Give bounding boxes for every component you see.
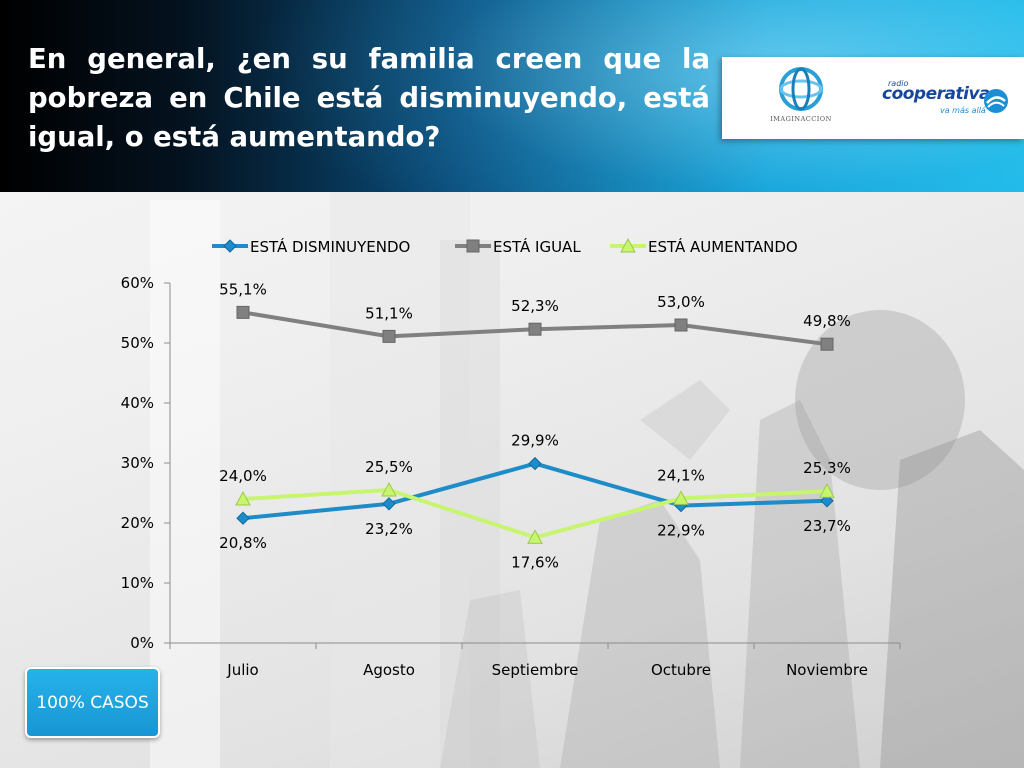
data-point bbox=[382, 497, 396, 511]
data-label: 49,8% bbox=[803, 312, 851, 330]
data-label: 22,9% bbox=[657, 522, 705, 540]
x-tick-label: Noviembre bbox=[786, 661, 868, 679]
data-point bbox=[236, 305, 250, 319]
data-label: 51,1% bbox=[365, 304, 413, 322]
cooperativa-radio: radio bbox=[888, 79, 909, 88]
data-label: 25,5% bbox=[365, 458, 413, 476]
data-label: 52,3% bbox=[511, 297, 559, 315]
data-point bbox=[820, 494, 834, 508]
data-point bbox=[236, 511, 250, 525]
data-point bbox=[528, 456, 542, 471]
cases-badge-label: 100% CASOS bbox=[36, 693, 149, 713]
chart-legend: ESTÁ DISMINUYENDO ESTÁ IGUAL ESTÁ AUMENTAN… bbox=[212, 237, 798, 256]
series-line bbox=[242, 461, 828, 521]
data-label: 20,8% bbox=[219, 534, 267, 552]
cases-badge: 100% CASOS bbox=[25, 667, 160, 738]
data-point bbox=[819, 483, 835, 498]
data-point bbox=[381, 481, 397, 497]
data-label: 53,0% bbox=[657, 293, 705, 311]
data-point bbox=[674, 318, 688, 332]
data-label: 23,7% bbox=[803, 517, 851, 535]
cooperativa-logo: radio cooperativa va más allá bbox=[882, 79, 1012, 123]
y-tick-label: 60% bbox=[121, 274, 154, 292]
data-label: 23,2% bbox=[365, 520, 413, 538]
wave-icon bbox=[984, 89, 1008, 113]
data-label: 25,3% bbox=[803, 459, 851, 477]
data-label: 24,0% bbox=[219, 467, 267, 485]
data-point bbox=[527, 529, 543, 544]
y-tick-label: 50% bbox=[121, 334, 154, 352]
y-tick-label: 20% bbox=[121, 514, 154, 532]
chart-data-labels: 55,1% 51,1% 52,3% 53,0% 49,8% 20,8% 24,0% 23,2%… bbox=[219, 280, 851, 571]
cooperativa-brand: cooperativa bbox=[882, 84, 991, 104]
cooperativa-tagline: va más allá bbox=[940, 106, 986, 115]
legend-label: ESTÁ IGUAL bbox=[493, 237, 581, 256]
legend-marker bbox=[223, 239, 237, 253]
logo-panel: IMAGINACCION radio cooperativa va más al… bbox=[722, 57, 1024, 139]
x-tick-label: Septiembre bbox=[492, 661, 579, 679]
imaginaccion-logo: IMAGINACCION bbox=[766, 65, 836, 131]
imaginaccion-caption: IMAGINACCION bbox=[770, 115, 832, 123]
y-tick-label: 40% bbox=[121, 394, 154, 412]
x-tick-label: Agosto bbox=[363, 661, 415, 679]
y-tick-label: 0% bbox=[130, 634, 154, 652]
globe-icon bbox=[779, 67, 823, 111]
data-label: 29,9% bbox=[511, 432, 559, 450]
x-tick-label: Julio bbox=[226, 661, 258, 679]
data-point bbox=[673, 490, 689, 505]
slide-title: En general, ¿en su familia creen que la … bbox=[28, 43, 710, 153]
chart-axes: 0% 10% 20% 30% 40% 50% 60% Julio Agosto Septiembr… bbox=[121, 274, 901, 679]
legend-label: ESTÁ AUMENTANDO bbox=[648, 237, 798, 256]
x-tick-label: Octubre bbox=[651, 661, 711, 679]
data-point bbox=[235, 490, 251, 506]
chart-series bbox=[235, 305, 835, 544]
data-point bbox=[528, 322, 542, 336]
data-label: 17,6% bbox=[511, 553, 559, 571]
y-tick-label: 30% bbox=[121, 454, 154, 472]
data-label: 24,1% bbox=[657, 466, 705, 484]
data-label: 55,1% bbox=[219, 280, 267, 298]
legend-label: ESTÁ DISMINUYENDO bbox=[250, 237, 410, 256]
legend-marker bbox=[620, 237, 636, 253]
legend-marker bbox=[466, 239, 480, 253]
data-point bbox=[382, 329, 396, 343]
y-tick-label: 10% bbox=[121, 574, 154, 592]
data-point bbox=[820, 337, 834, 351]
